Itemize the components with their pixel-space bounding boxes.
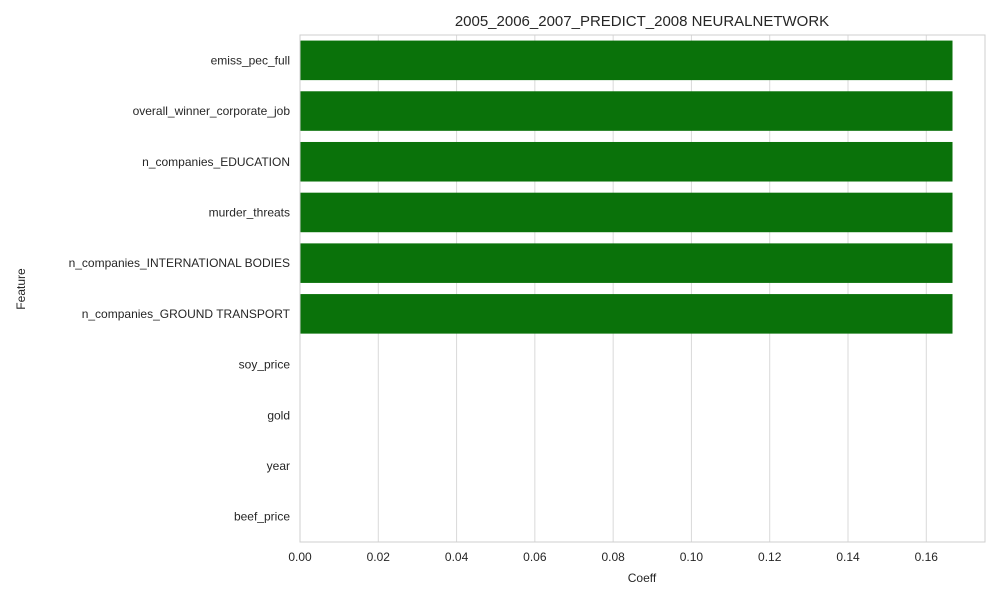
- y-tick-label: emiss_pec_full: [211, 53, 290, 67]
- x-tick-label: 0.06: [523, 550, 547, 564]
- x-tick-label: 0.00: [288, 550, 312, 564]
- bars: [300, 40, 953, 334]
- y-tick-label: n_companies_EDUCATION: [142, 155, 290, 169]
- y-tick-label: beef_price: [234, 510, 290, 524]
- y-tick-labels: emiss_pec_full overall_winner_corporate_j…: [69, 53, 291, 523]
- y-tick-label: gold: [267, 408, 290, 422]
- y-axis-label: Feature: [14, 268, 28, 310]
- bar: [300, 91, 953, 131]
- x-tick-label: 0.02: [367, 550, 391, 564]
- y-tick-label: n_companies_GROUND TRANSPORT: [82, 307, 291, 321]
- x-axis-label: Coeff: [628, 571, 657, 585]
- y-tick-label: year: [267, 459, 290, 473]
- y-tick-label: murder_threats: [209, 205, 290, 219]
- x-tick-label: 0.14: [836, 550, 860, 564]
- bar: [300, 40, 953, 81]
- x-tick-label: 0.10: [680, 550, 704, 564]
- x-tick-label: 0.16: [915, 550, 939, 564]
- chart-title: 2005_2006_2007_PREDICT_2008 NEURALNETWOR…: [455, 13, 829, 30]
- bar: [300, 192, 953, 233]
- x-tick-labels: 0.00 0.02 0.04 0.06 0.08 0.10 0.12 0.14 0.16: [288, 550, 938, 564]
- bar: [300, 294, 953, 334]
- bar: [300, 243, 953, 283]
- x-tick-label: 0.12: [758, 550, 782, 564]
- plot-frame: [299, 34, 986, 543]
- y-tick-label: soy_price: [239, 358, 291, 372]
- x-tick-label: 0.04: [445, 550, 469, 564]
- x-tick-label: 0.08: [601, 550, 625, 564]
- bar: [300, 141, 953, 182]
- y-tick-label: overall_winner_corporate_job: [133, 104, 291, 118]
- y-tick-label: n_companies_INTERNATIONAL BODIES: [69, 256, 290, 270]
